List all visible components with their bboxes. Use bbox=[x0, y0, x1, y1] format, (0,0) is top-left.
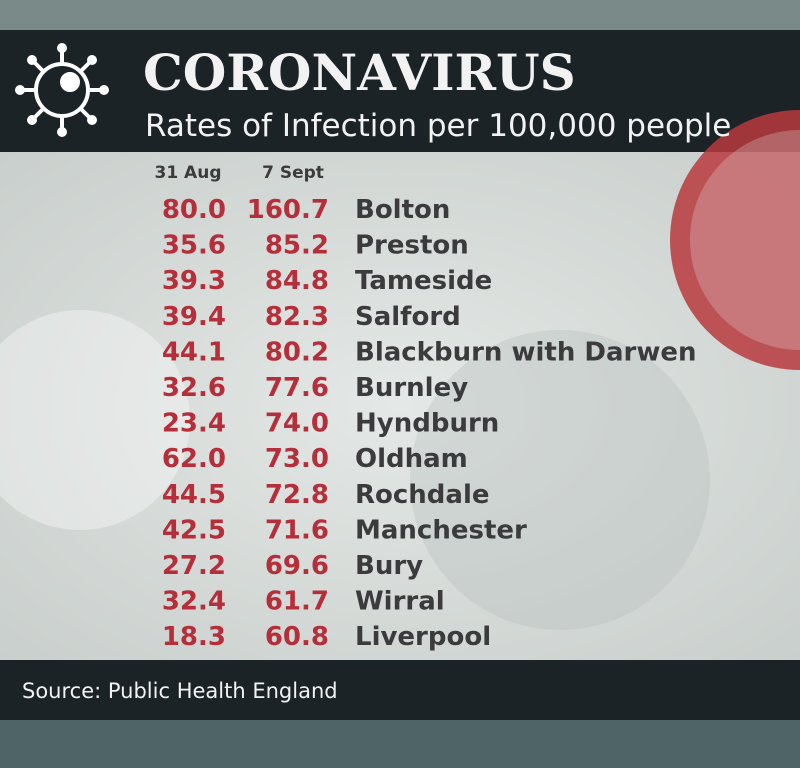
rate-7-sept: 73.0 bbox=[265, 444, 329, 474]
rate-31-aug: 23.4 bbox=[162, 409, 226, 439]
rate-7-sept: 60.8 bbox=[265, 622, 329, 652]
content-panel bbox=[0, 152, 800, 660]
rate-31-aug: 42.5 bbox=[162, 515, 226, 545]
rate-7-sept: 61.7 bbox=[265, 587, 329, 617]
rate-7-sept: 82.3 bbox=[265, 302, 329, 332]
area-name: Burnley bbox=[355, 373, 468, 403]
virus-icon bbox=[15, 43, 109, 137]
rate-31-aug: 39.3 bbox=[162, 266, 226, 296]
area-name: Manchester bbox=[355, 515, 527, 545]
rate-7-sept: 72.8 bbox=[265, 480, 329, 510]
rate-31-aug: 44.1 bbox=[162, 337, 226, 367]
footer-band bbox=[0, 660, 800, 720]
area-name: Tameside bbox=[355, 266, 492, 296]
virus-decoration bbox=[410, 330, 710, 630]
area-name: Preston bbox=[355, 231, 469, 261]
rate-7-sept: 77.6 bbox=[265, 373, 329, 403]
rate-7-sept: 84.8 bbox=[265, 266, 329, 296]
area-name: Bury bbox=[355, 551, 423, 581]
area-name: Oldham bbox=[355, 444, 468, 474]
rate-31-aug: 18.3 bbox=[162, 622, 226, 652]
column-header: 31 Aug bbox=[154, 163, 221, 183]
virus-decoration bbox=[690, 130, 800, 350]
header-band bbox=[0, 30, 800, 152]
virus-decoration bbox=[670, 110, 800, 370]
source: Source: Public Health England bbox=[22, 679, 338, 703]
rate-31-aug: 32.6 bbox=[162, 373, 226, 403]
rate-31-aug: 80.0 bbox=[162, 195, 226, 225]
area-name: Salford bbox=[355, 302, 461, 332]
area-name: Hyndburn bbox=[355, 409, 499, 439]
top-texture bbox=[0, 0, 800, 35]
area-name: Wirral bbox=[355, 587, 445, 617]
rate-7-sept: 80.2 bbox=[265, 337, 329, 367]
area-name: Rochdale bbox=[355, 480, 490, 510]
rate-7-sept: 69.6 bbox=[265, 551, 329, 581]
area-name: Liverpool bbox=[355, 622, 491, 652]
area-name: Blackburn with Darwen bbox=[355, 337, 697, 367]
rate-7-sept: 160.7 bbox=[247, 195, 329, 225]
column-header: 7 Sept bbox=[262, 163, 324, 183]
rate-7-sept: 85.2 bbox=[265, 231, 329, 261]
rate-7-sept: 71.6 bbox=[265, 515, 329, 545]
rate-31-aug: 32.4 bbox=[162, 587, 226, 617]
rate-31-aug: 39.4 bbox=[162, 302, 226, 332]
subtitle: Rates of Infection per 100,000 people bbox=[145, 108, 731, 144]
rate-31-aug: 27.2 bbox=[162, 551, 226, 581]
rate-31-aug: 35.6 bbox=[162, 231, 226, 261]
area-name: Bolton bbox=[355, 195, 450, 225]
table: 31 Aug 7 Sept 80.0 160.7 Bolton 35.6 85.2 Prest… bbox=[154, 163, 696, 652]
rate-31-aug: 44.5 bbox=[162, 480, 226, 510]
rate-31-aug: 62.0 bbox=[162, 444, 226, 474]
rate-7-sept: 74.0 bbox=[265, 409, 329, 439]
title: CORONAVIRUS bbox=[143, 43, 576, 102]
virus-decoration bbox=[0, 310, 190, 530]
